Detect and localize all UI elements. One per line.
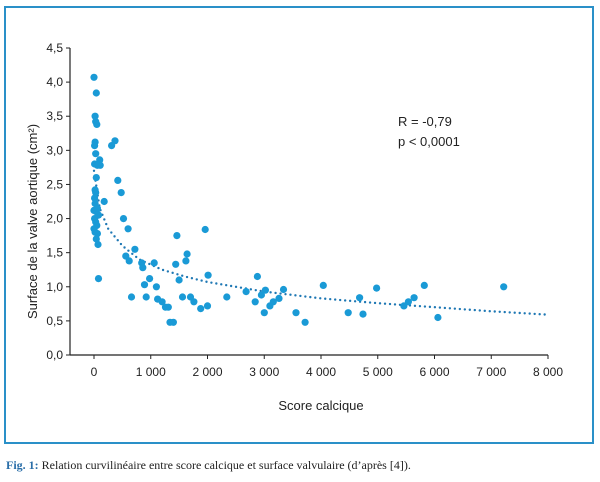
x-tick-label: 3 000 [249, 365, 279, 379]
scatter-chart: 0,0 0,5 1,0 1,5 2,0 2,5 3,0 3,5 4,0 4,5 0 1 000 2 00… [25, 41, 563, 413]
x-tick-label: 7 000 [476, 365, 506, 379]
y-tick-label: 0,5 [46, 314, 63, 328]
data-point [201, 225, 209, 234]
data-point [269, 298, 277, 306]
x-tick-label: 5 000 [363, 365, 393, 379]
data-point [94, 275, 103, 283]
x-tick-label: 1 000 [136, 365, 166, 379]
data-point [344, 309, 352, 317]
data-point [356, 294, 364, 302]
data-point [96, 156, 104, 164]
data-point [91, 194, 99, 202]
data-point [93, 120, 101, 128]
y-axis-label: Surface de la valve aortique (cm²) [25, 124, 40, 319]
data-point [183, 250, 191, 258]
data-point [142, 293, 150, 301]
data-point [251, 298, 259, 306]
data-point [301, 318, 309, 326]
data-point [92, 189, 100, 197]
y-tick-label: 2,5 [46, 177, 63, 191]
data-point [92, 174, 100, 182]
y-tick-label: 4,0 [46, 75, 63, 89]
y-tick-label: 3,0 [46, 143, 63, 157]
data-point [203, 302, 212, 310]
data-point [261, 286, 269, 294]
data-point [178, 293, 187, 301]
data-point [410, 294, 418, 302]
y-tick-label: 2,0 [46, 212, 63, 226]
y-tick-label: 4,5 [46, 41, 63, 55]
x-tick-label: 4 000 [306, 365, 336, 379]
data-point [275, 294, 283, 302]
data-point [190, 298, 198, 306]
data-point [279, 285, 288, 294]
data-point [253, 272, 261, 281]
figure-caption: Fig. 1: Relation curvilinéaire entre sco… [6, 458, 411, 473]
data-point [319, 281, 327, 289]
data-point [90, 73, 98, 81]
data-point [96, 161, 104, 169]
data-point [119, 215, 128, 223]
caption-text: Relation curvilinéaire entre score calci… [38, 458, 411, 472]
x-tick-label: 6 000 [419, 365, 449, 379]
data-point [182, 257, 190, 265]
data-point [420, 281, 428, 289]
data-point [111, 137, 119, 145]
y-tick-label: 1,0 [46, 280, 63, 294]
data-point [152, 283, 160, 291]
data-point [94, 211, 103, 219]
data-point [260, 309, 268, 317]
trend-curve [92, 169, 550, 316]
data-point [175, 276, 183, 284]
x-tick-label: 0 [91, 365, 98, 379]
y-tick-label: 1,5 [46, 246, 63, 260]
y-tick-label: 0,0 [46, 348, 63, 362]
data-point [127, 293, 136, 301]
y-tick-label: 3,5 [46, 109, 63, 123]
stat-annotation: p < 0,0001 [398, 134, 460, 149]
data-point [197, 305, 205, 313]
data-point [131, 245, 139, 253]
data-point [404, 298, 412, 306]
data-point [91, 112, 99, 120]
data-point [164, 303, 172, 311]
data-point [125, 257, 133, 265]
data-point [169, 318, 177, 326]
data-point [500, 283, 508, 291]
data-point [93, 204, 101, 212]
figure-label: Fig. 1: [6, 458, 39, 472]
data-point [172, 260, 180, 268]
data-point [434, 313, 442, 322]
data-point [223, 293, 231, 301]
data-point [373, 284, 381, 292]
data-point [173, 232, 181, 240]
stat-annotation: R = -0,79 [398, 114, 452, 129]
data-point [146, 275, 154, 283]
data-point [92, 235, 100, 243]
x-axis-label: Score calcique [278, 398, 363, 413]
data-point [139, 264, 147, 272]
data-point [91, 142, 99, 150]
data-point [92, 150, 100, 158]
data-point [150, 259, 158, 267]
data-point [359, 310, 367, 318]
x-tick-label: 8 000 [533, 365, 563, 379]
data-point [94, 240, 102, 249]
x-tick-label: 2 000 [192, 365, 222, 379]
data-point [257, 291, 265, 299]
data-point [158, 298, 166, 306]
data-point [100, 197, 108, 206]
data-point [93, 230, 101, 238]
data-point [114, 176, 122, 184]
data-point [117, 189, 125, 197]
chart-frame [4, 6, 594, 444]
data-point [140, 281, 149, 289]
data-point [124, 225, 132, 233]
data-point [204, 271, 212, 279]
data-point [292, 309, 300, 317]
data-point [242, 288, 250, 296]
data-point [92, 89, 100, 97]
